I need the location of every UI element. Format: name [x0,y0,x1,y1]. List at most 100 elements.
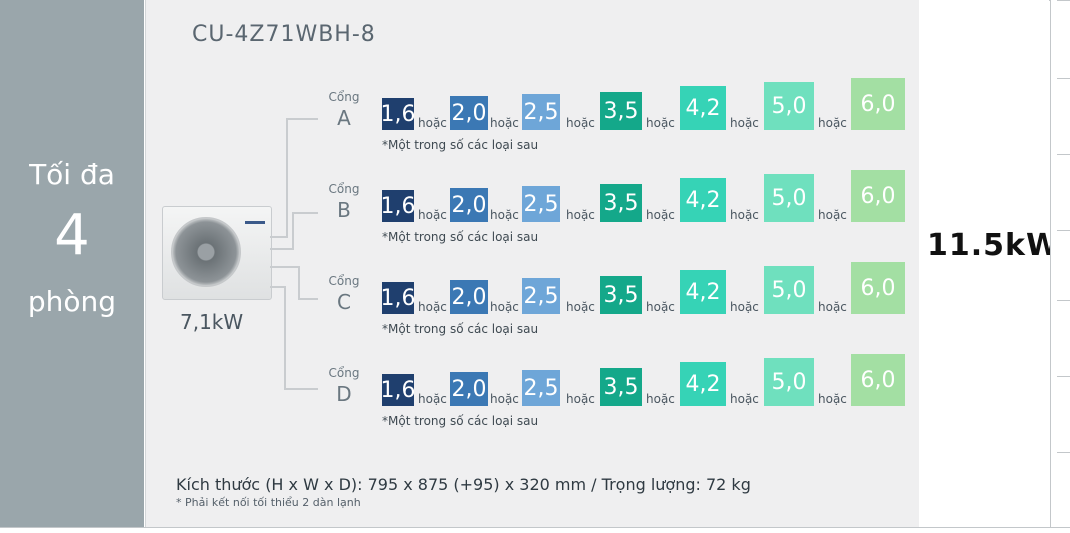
or-label: hoặc [418,208,447,222]
or-label: hoặc [418,392,447,406]
or-label: hoặc [566,116,595,130]
or-label: hoặc [490,392,519,406]
indoor-unit-option: 2,5 [522,278,560,314]
rooms-label: phòng [27,285,117,318]
or-label: hoặc [646,116,675,130]
indoor-unit-option: 4,2 [680,86,726,130]
indoor-unit-option: 2,0 [450,188,488,222]
indoor-unit-option: 5,0 [764,358,814,406]
indoor-unit-option: 2,5 [522,186,560,222]
or-label: hoặc [730,300,759,314]
or-label: hoặc [730,208,759,222]
connector-line [284,388,318,390]
port-label-c: Cổng C [324,274,364,314]
model-name: CU-4Z71WBH-8 [192,22,376,47]
row-divider [1057,230,1070,231]
or-label: hoặc [646,208,675,222]
indoor-unit-option: 3,5 [600,184,642,222]
connector-line [298,298,318,300]
connector-line [270,248,292,250]
dimensions-weight: Kích thước (H x W x D): 795 x 875 (+95) … [176,475,751,494]
or-label: hoặc [566,392,595,406]
or-label: hoặc [818,392,847,406]
indoor-unit-option: 1,6 [381,374,416,406]
port-word: Cổng [328,274,360,288]
brand-logo [245,221,265,224]
connector-line [284,286,286,390]
outdoor-capacity: 7,1kW [180,310,244,334]
connector-line [292,212,294,250]
connector-line [270,266,298,268]
room-count: 4 [54,203,90,268]
or-label: hoặc [818,300,847,314]
combination-panel: CU-4Z71WBH-8 7,1kW Cổng A 1,6 hoặc 2,0 hoặc 2,… [145,0,920,527]
or-label: hoặc [490,300,519,314]
next-column-edge [1050,0,1070,527]
port-label-a: Cổng A [324,90,364,130]
port-letter: B [337,198,351,222]
connector-line [286,118,288,238]
indoor-unit-option: 6,0 [851,262,905,314]
row-divider [1057,376,1070,377]
row-divider [1057,154,1070,155]
or-label: hoặc [646,300,675,314]
connection-note: * Phải kết nối tối thiểu 2 dàn lạnh [176,496,361,509]
total-capacity-panel: 11.5kW [919,0,1059,527]
connector-line [270,236,286,238]
or-label: hoặc [730,116,759,130]
or-label: hoặc [730,392,759,406]
indoor-unit-option: 4,2 [680,362,726,406]
max-label: Tối đa [29,158,115,191]
indoor-unit-option: 3,5 [600,368,642,406]
connector-line [298,266,300,300]
port-label-d: Cổng D [324,366,364,406]
or-label: hoặc [418,116,447,130]
or-label: hoặc [490,116,519,130]
indoor-unit-option: 3,5 [600,276,642,314]
or-label: hoặc [646,392,675,406]
indoor-unit-option: 4,2 [680,270,726,314]
indoor-unit-option: 5,0 [764,174,814,222]
row-divider [1057,300,1070,301]
indoor-unit-option: 3,5 [600,92,642,130]
indoor-unit-option: 6,0 [851,78,905,130]
connector-line [286,118,318,120]
outdoor-unit-image [162,206,272,300]
connector-line [292,212,318,214]
indoor-unit-option: 2,5 [522,370,560,406]
option-note: *Một trong số các loại sau [382,138,539,152]
indoor-unit-option: 1,6 [381,190,416,222]
or-label: hoặc [490,208,519,222]
row-divider [1057,0,1070,1]
port-word: Cổng [328,366,360,380]
option-note: *Một trong số các loại sau [382,322,539,336]
indoor-unit-option: 1,6 [381,282,416,314]
indoor-unit-option: 2,0 [450,96,488,130]
option-note: *Một trong số các loại sau [382,230,539,244]
max-rooms-panel: Tối đa 4 phòng [0,0,144,528]
row-divider [1057,78,1070,79]
indoor-unit-option: 2,5 [522,94,560,130]
port-letter: D [336,382,352,406]
bottom-border [0,527,1070,533]
port-word: Cổng [328,90,360,104]
indoor-unit-option: 6,0 [851,170,905,222]
or-label: hoặc [418,300,447,314]
indoor-unit-option: 1,6 [381,98,416,130]
indoor-unit-option: 2,0 [450,372,488,406]
or-label: hoặc [818,116,847,130]
fan-icon [171,217,241,287]
or-label: hoặc [566,300,595,314]
port-label-b: Cổng B [324,182,364,222]
indoor-unit-option: 4,2 [680,178,726,222]
port-word: Cổng [328,182,360,196]
option-note: *Một trong số các loại sau [382,414,539,428]
or-label: hoặc [818,208,847,222]
port-letter: A [337,106,351,130]
or-label: hoặc [566,208,595,222]
total-capacity: 11.5kW [927,228,1061,263]
indoor-unit-option: 2,0 [450,280,488,314]
row-divider [1057,452,1070,453]
port-letter: C [337,290,351,314]
indoor-unit-option: 5,0 [764,82,814,130]
